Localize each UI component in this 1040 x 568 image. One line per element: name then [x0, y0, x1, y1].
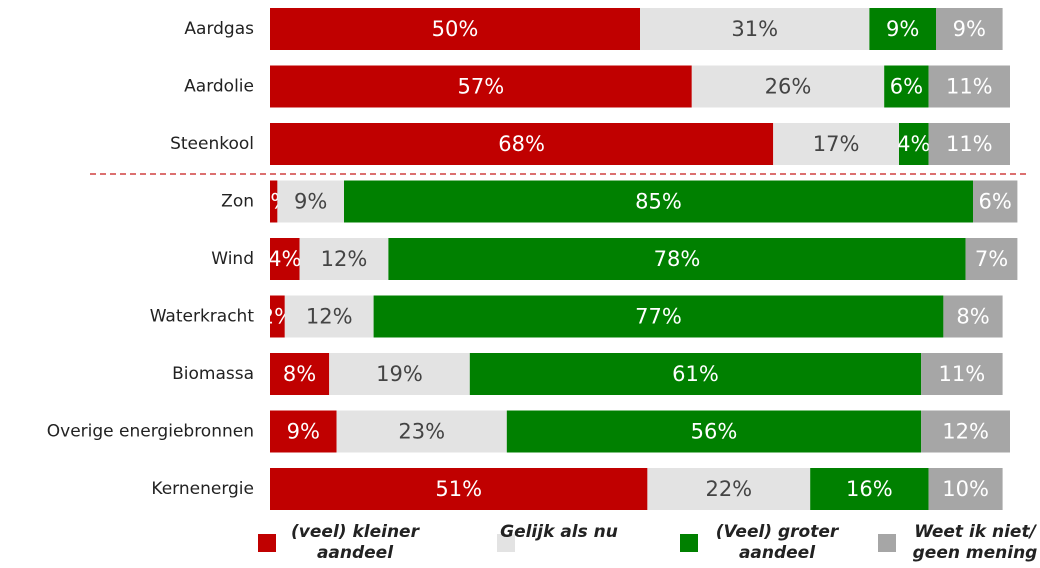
- bar-segment: [270, 123, 774, 165]
- value-label: 9%: [886, 17, 919, 41]
- value-label: 51%: [435, 477, 482, 501]
- bar-segment: [928, 468, 1003, 510]
- value-label: 78%: [654, 247, 701, 271]
- bar-segment: [884, 65, 929, 108]
- legend-label: (Veel) groter aandeel: [715, 522, 839, 563]
- value-label: 7%: [975, 247, 1008, 271]
- bar-segment: [344, 180, 973, 223]
- value-label: 68%: [498, 132, 545, 156]
- value-label: 19%: [376, 362, 423, 386]
- value-label: 12%: [942, 420, 989, 444]
- bar-segment: [506, 410, 922, 453]
- bar-segment: [899, 123, 929, 165]
- value-label: 31%: [731, 17, 778, 41]
- legend-swatch: [258, 534, 276, 552]
- value-label: 4%: [268, 247, 301, 271]
- value-label: 4%: [897, 132, 930, 156]
- bar-segment: [270, 353, 330, 395]
- value-label: 8%: [283, 362, 316, 386]
- bar-segment: [284, 295, 374, 338]
- legend-swatch: [680, 534, 698, 552]
- bar-segment: [270, 180, 278, 223]
- legend-label: (veel) kleiner aandeel: [291, 522, 419, 563]
- legend-swatch: [878, 534, 896, 552]
- bar-segment: [928, 65, 1010, 108]
- bar-segment: [388, 238, 966, 280]
- bar-segment: [928, 123, 1010, 165]
- bar-segment: [270, 65, 692, 108]
- category-label: Biomassa: [172, 364, 254, 384]
- value-label: 9%: [953, 17, 986, 41]
- bar-segment: [270, 468, 648, 510]
- value-label: 23%: [398, 420, 445, 444]
- value-label: 85%: [635, 190, 682, 214]
- bar-segment: [773, 123, 899, 165]
- bar-segment: [299, 238, 389, 280]
- bar-segment: [469, 353, 922, 395]
- bar-segment: [329, 353, 470, 395]
- bar-segment: [921, 410, 1010, 453]
- bar-segment: [869, 8, 936, 50]
- value-label: 61%: [672, 362, 719, 386]
- value-label: 77%: [635, 305, 682, 329]
- bar-segment: [921, 353, 1003, 395]
- category-label: Aardgas: [184, 19, 254, 39]
- bar-segment: [640, 8, 870, 50]
- value-label: 16%: [846, 477, 893, 501]
- value-label: 57%: [458, 75, 505, 99]
- value-label: 12%: [306, 305, 353, 329]
- bar-segment: [647, 468, 811, 510]
- value-label: 11%: [946, 75, 993, 99]
- bar-segment: [936, 8, 1003, 50]
- legend-swatch: [497, 534, 515, 552]
- category-label: Zon: [221, 192, 254, 212]
- bar-segment: [270, 8, 640, 50]
- value-label: 17%: [813, 132, 860, 156]
- category-label: Waterkracht: [150, 307, 255, 327]
- value-label: 56%: [691, 420, 738, 444]
- value-label: 12%: [321, 247, 368, 271]
- bar-segment: [965, 238, 1018, 280]
- value-label: 9%: [294, 190, 327, 214]
- category-label: Aardolie: [184, 77, 254, 97]
- bar-segment: [691, 65, 885, 108]
- value-label: 10%: [942, 477, 989, 501]
- bar-segment: [277, 180, 344, 223]
- bar-segment: [943, 295, 1003, 338]
- value-label: 6%: [979, 190, 1012, 214]
- value-label: 26%: [765, 75, 812, 99]
- category-label: Steenkool: [170, 134, 254, 154]
- value-label: 22%: [705, 477, 752, 501]
- value-label: 50%: [432, 17, 479, 41]
- value-label: 11%: [939, 362, 986, 386]
- bar-segment: [336, 410, 507, 453]
- category-label: Overige energiebronnen: [47, 422, 254, 442]
- bar-segment: [270, 238, 300, 280]
- bar-segment: [270, 295, 285, 338]
- bar-segment: [373, 295, 944, 338]
- category-label: Kernenergie: [151, 479, 254, 499]
- bar-segment: [810, 468, 929, 510]
- bar-segment: [270, 410, 337, 453]
- value-label: 11%: [946, 132, 993, 156]
- legend-label: Weet ik niet/ geen mening: [912, 522, 1038, 563]
- value-label: 9%: [287, 420, 320, 444]
- category-label: Wind: [211, 249, 254, 269]
- legend-label: Gelijk als nu: [500, 522, 618, 542]
- value-label: 6%: [890, 75, 923, 99]
- bar-segment: [973, 180, 1018, 223]
- value-label: 8%: [956, 305, 989, 329]
